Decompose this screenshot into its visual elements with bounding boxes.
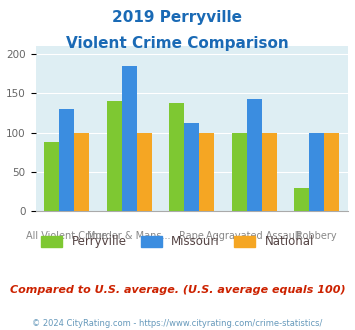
Bar xyxy=(169,103,184,211)
Text: Compared to U.S. average. (U.S. average equals 100): Compared to U.S. average. (U.S. average … xyxy=(10,285,345,295)
Bar xyxy=(74,133,89,211)
Text: © 2024 CityRating.com - https://www.cityrating.com/crime-statistics/: © 2024 CityRating.com - https://www.city… xyxy=(32,319,323,328)
Text: All Violent Crime: All Violent Crime xyxy=(26,231,107,241)
Text: Aggravated Assault: Aggravated Assault xyxy=(206,231,302,241)
Legend: Perryville, Missouri, National: Perryville, Missouri, National xyxy=(36,231,319,253)
Bar xyxy=(309,133,324,211)
Bar xyxy=(59,109,74,211)
Text: Rape: Rape xyxy=(179,231,204,241)
Bar xyxy=(44,142,59,211)
Bar xyxy=(184,123,199,211)
Text: Murder & Mans...: Murder & Mans... xyxy=(87,231,171,241)
Bar xyxy=(247,99,262,211)
Bar xyxy=(199,133,214,211)
Text: Robbery: Robbery xyxy=(296,231,337,241)
Bar xyxy=(294,188,309,211)
Text: Violent Crime Comparison: Violent Crime Comparison xyxy=(66,36,289,51)
Bar xyxy=(137,133,152,211)
Bar xyxy=(324,133,339,211)
Bar xyxy=(107,101,122,211)
Bar xyxy=(232,133,247,211)
Bar xyxy=(262,133,277,211)
Text: 2019 Perryville: 2019 Perryville xyxy=(113,10,242,25)
Bar xyxy=(122,66,137,211)
